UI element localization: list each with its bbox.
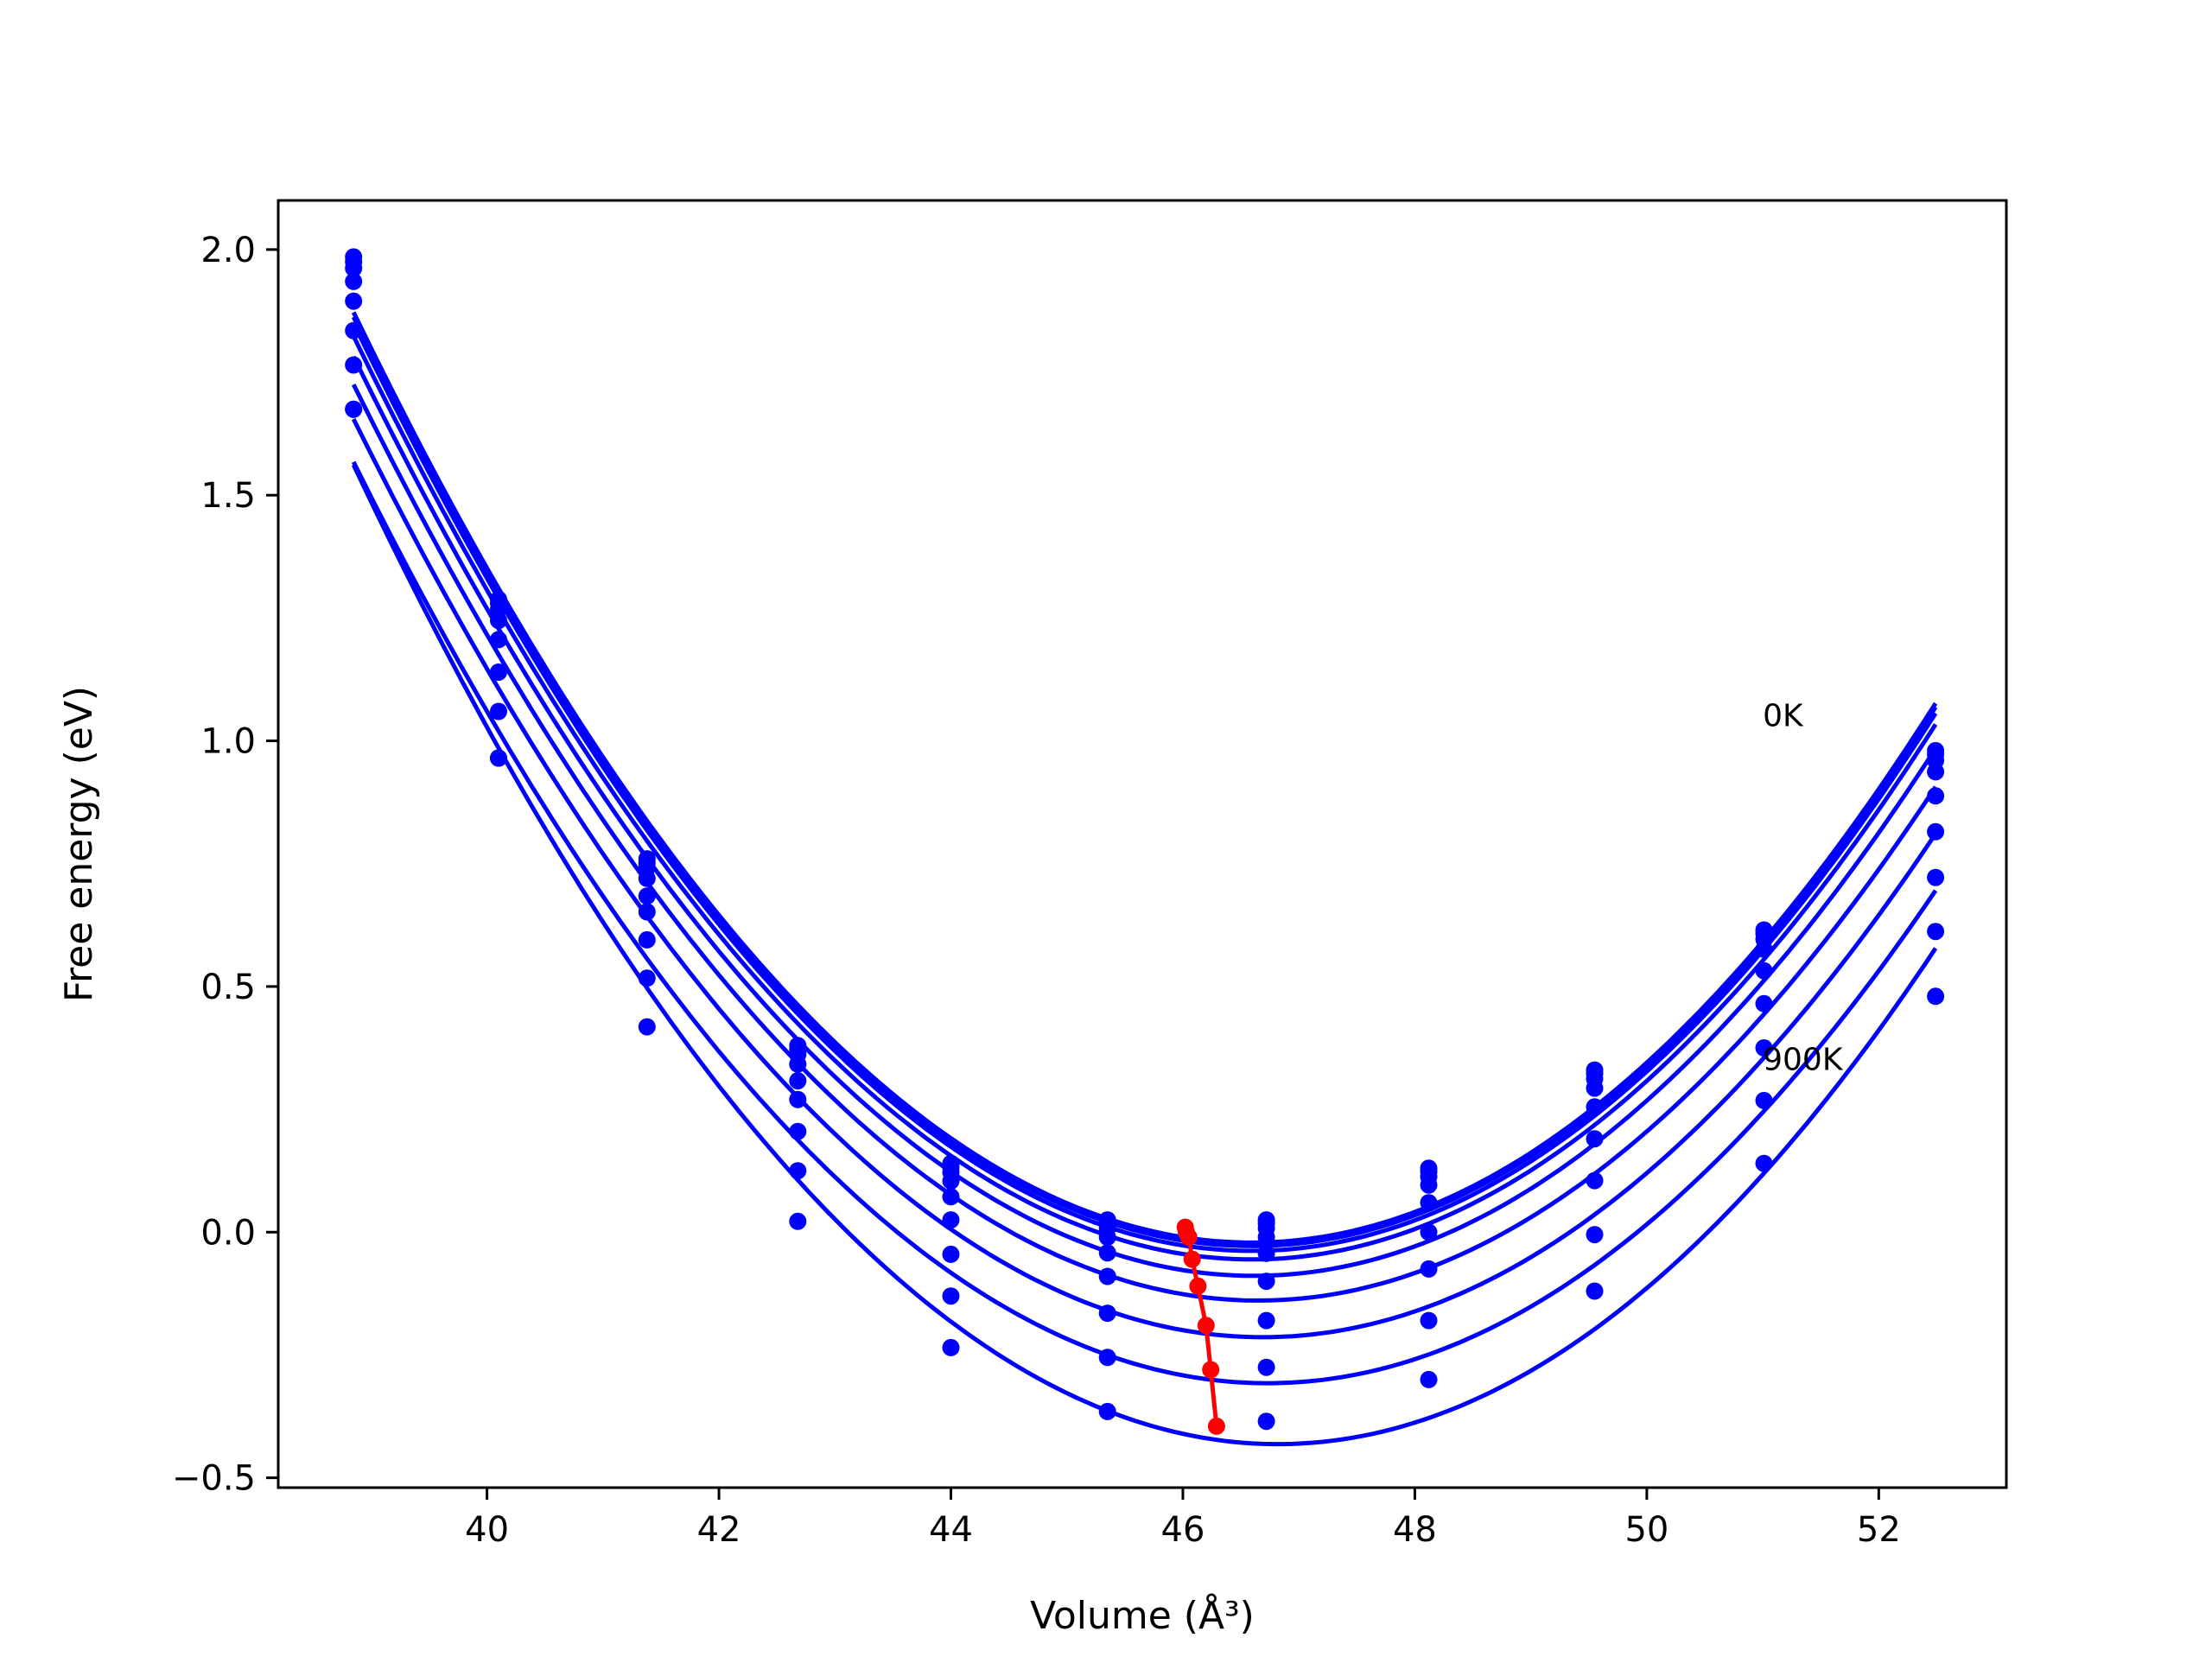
series-point (345, 321, 363, 340)
series-point (1098, 1267, 1116, 1285)
series-point (1755, 1039, 1773, 1057)
x-axis-label: Volume (Å³) (1030, 1592, 1255, 1638)
temperature-annotation: 900K (1763, 1043, 1844, 1078)
series-point (789, 1072, 807, 1090)
series-point (345, 400, 363, 418)
series-point (1755, 1154, 1773, 1172)
series-group (345, 248, 1945, 1447)
y-tick-label: −0.5 (172, 1459, 256, 1499)
minimum-path-point (1183, 1250, 1201, 1268)
y-tick-label: 0.5 (200, 968, 256, 1007)
x-tick-label: 44 (929, 1510, 973, 1550)
series-point (1927, 923, 1945, 941)
series-point (1586, 1079, 1604, 1097)
series-point (638, 1018, 656, 1036)
series-point (1257, 1412, 1275, 1431)
minimum-path-point (1179, 1228, 1198, 1246)
x-tick-label: 42 (697, 1510, 741, 1550)
series-point (1257, 1244, 1275, 1262)
series-point (490, 702, 507, 720)
annotations-group: 0K 900K (1763, 699, 1844, 1078)
series-point (1257, 1273, 1275, 1291)
x-tick-label: 40 (465, 1510, 509, 1550)
series-line (351, 417, 1938, 1340)
y-tick-label: 1.5 (200, 476, 256, 516)
series-point (1927, 868, 1945, 886)
series-point (345, 259, 363, 277)
series-point (490, 663, 507, 681)
series-point (1755, 1091, 1773, 1109)
y-tick-label: 2.0 (200, 231, 256, 270)
plot-frame (276, 199, 2008, 1489)
series-point (1586, 1226, 1604, 1244)
series-point (1420, 1176, 1438, 1194)
series-line (351, 383, 1938, 1303)
y-axis: −0.5 0.0 0.5 1.0 1.5 2.0 (172, 231, 278, 1499)
minimum-path-point (1202, 1361, 1220, 1379)
series-point (345, 356, 363, 374)
series-point (942, 1287, 960, 1305)
series-point (1755, 940, 1773, 958)
series-point (1098, 1228, 1116, 1246)
series-point (1927, 822, 1945, 841)
x-tick-label: 52 (1857, 1510, 1901, 1550)
series-point (789, 1212, 807, 1230)
series-point (1420, 1311, 1438, 1330)
series-point (1586, 1282, 1604, 1300)
minimum-path-point (1207, 1417, 1225, 1435)
y-axis-label: Free energy (eV) (57, 686, 101, 1002)
x-tick-label: 48 (1393, 1510, 1437, 1550)
series-line (351, 322, 1938, 1254)
series-point (1420, 1194, 1438, 1212)
series-point (345, 272, 363, 290)
minimum-path-group (1176, 1218, 1225, 1435)
series-point (1755, 994, 1773, 1012)
series-point (1257, 1358, 1275, 1376)
series-point (1927, 763, 1945, 781)
series-point (1420, 1223, 1438, 1241)
series-point (1257, 1311, 1275, 1330)
x-axis: 40 42 44 46 48 50 52 (465, 1488, 1901, 1550)
series-point (1257, 1228, 1275, 1246)
series-point (1098, 1244, 1116, 1262)
minimum-path-point (1189, 1277, 1207, 1295)
series-point (1755, 962, 1773, 980)
series-point (1586, 1171, 1604, 1190)
series-point (345, 292, 363, 310)
series-point (942, 1338, 960, 1356)
minimum-path-point (1197, 1317, 1215, 1335)
series-point (1927, 987, 1945, 1006)
series-point (1098, 1402, 1116, 1420)
series-point (490, 749, 507, 767)
series-line (351, 335, 1938, 1262)
series-line (351, 311, 1938, 1245)
y-tick-label: 0.0 (200, 1213, 256, 1253)
series-line (351, 355, 1938, 1279)
temperature-annotation: 0K (1763, 699, 1804, 734)
series-point (638, 930, 656, 949)
x-tick-label: 46 (1161, 1510, 1205, 1550)
series-line (351, 460, 1938, 1386)
series-point (1098, 1349, 1116, 1367)
series-point (1586, 1098, 1604, 1116)
series-point (942, 1245, 960, 1263)
series-point (1586, 1130, 1604, 1148)
x-tick-label: 50 (1624, 1510, 1669, 1550)
y-tick-label: 1.0 (200, 722, 256, 762)
series-point (1420, 1260, 1438, 1278)
series-line (351, 315, 1938, 1248)
series-line (351, 464, 1938, 1447)
series-point (1098, 1304, 1116, 1323)
series-point (1420, 1370, 1438, 1388)
